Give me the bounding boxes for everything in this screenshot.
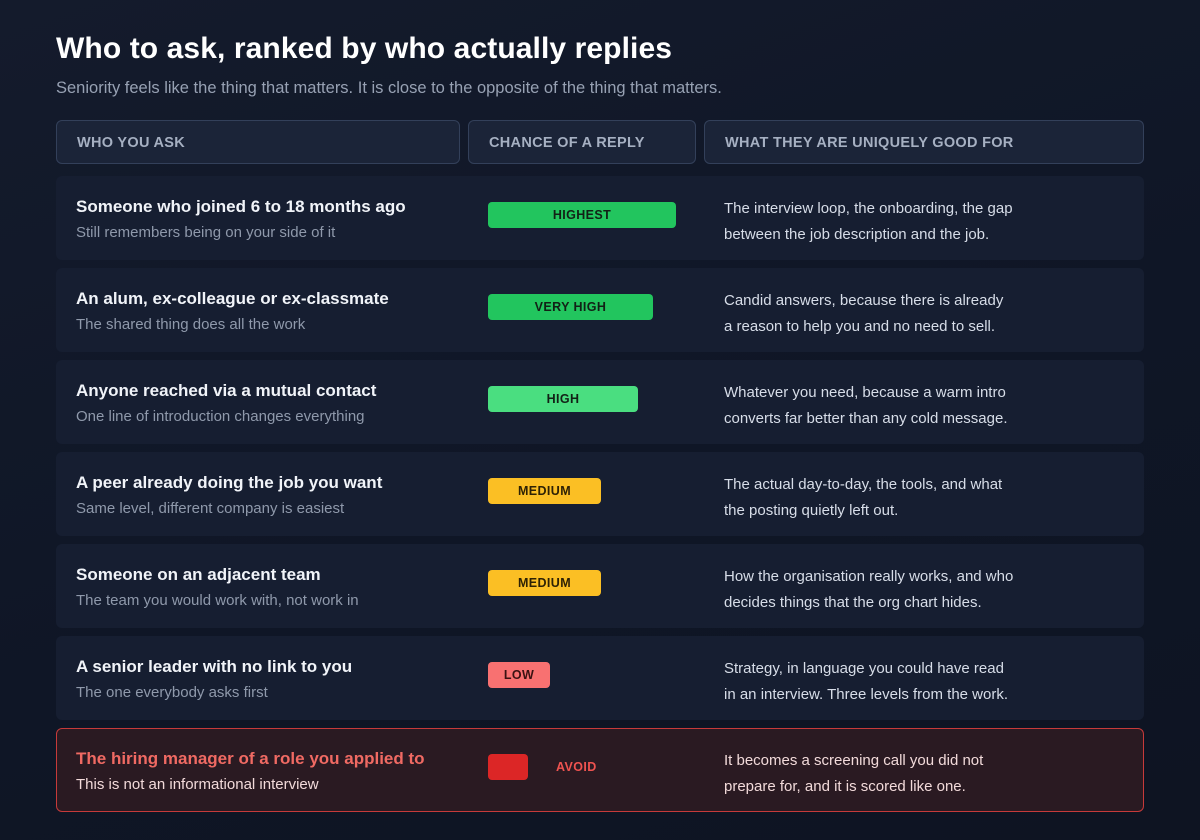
table-row[interactable]: A senior leader with no link to you The …	[56, 636, 1144, 720]
good-for-text: The actual day-to-day, the tools, and wh…	[724, 476, 1003, 519]
column-header-who[interactable]: WHO YOU ASK	[56, 120, 460, 164]
row-subtitle: One line of introduction changes everyth…	[76, 408, 365, 425]
table-row-avoid[interactable]: The hiring manager of a role you applied…	[56, 728, 1144, 812]
row-title: Someone on an adjacent team	[76, 565, 321, 584]
row-title: Someone who joined 6 to 18 months ago	[76, 197, 406, 216]
table-row[interactable]: Someone on an adjacent team The team you…	[56, 544, 1144, 628]
good-for-text: How the organisation really works, and w…	[724, 568, 1014, 611]
row-title: An alum, ex-colleague or ex-classmate	[76, 289, 389, 308]
avoid-badge	[488, 754, 528, 780]
table-row[interactable]: Someone who joined 6 to 18 months ago St…	[56, 176, 1144, 260]
good-for-text: Candid answers, because there is already…	[724, 292, 1004, 335]
row-subtitle: This is not an informational interview	[76, 776, 319, 793]
chance-badge: MEDIUM	[488, 570, 601, 596]
table-header: WHO YOU ASK CHANCE OF A REPLY WHAT THEY …	[56, 120, 1144, 164]
page-title: Who to ask, ranked by who actually repli…	[56, 32, 673, 65]
chance-badge: HIGH	[488, 386, 638, 412]
row-subtitle: Still remembers being on your side of it	[76, 224, 336, 241]
good-for-text: It becomes a screening call you did not p…	[724, 752, 984, 795]
row-subtitle: The team you would work with, not work i…	[76, 592, 359, 609]
table-row[interactable]: An alum, ex-colleague or ex-classmate Th…	[56, 268, 1144, 352]
chance-badge: VERY HIGH	[488, 294, 653, 320]
row-subtitle: The shared thing does all the work	[76, 316, 306, 333]
chance-badge: MEDIUM	[488, 478, 601, 504]
row-subtitle: The one everybody asks first	[76, 684, 268, 701]
avoid-label: AVOID	[556, 760, 597, 774]
good-for-text: Strategy, in language you could have rea…	[724, 660, 1009, 703]
good-for-text: The interview loop, the onboarding, the …	[724, 200, 1013, 243]
row-title: A senior leader with no link to you	[76, 657, 353, 676]
chance-badge: LOW	[488, 662, 550, 688]
column-header-good-for[interactable]: WHAT THEY ARE UNIQUELY GOOD FOR	[704, 120, 1144, 164]
column-header-chance[interactable]: CHANCE OF A REPLY	[468, 120, 696, 164]
good-for-text: Whatever you need, because a warm intro c…	[724, 384, 1008, 427]
row-title: The hiring manager of a role you applied…	[76, 749, 425, 768]
chance-badge: HIGHEST	[488, 202, 676, 228]
table-row[interactable]: Anyone reached via a mutual contact One …	[56, 360, 1144, 444]
row-title: A peer already doing the job you want	[76, 473, 383, 492]
table-row[interactable]: A peer already doing the job you want Sa…	[56, 452, 1144, 536]
row-subtitle: Same level, different company is easiest	[76, 500, 345, 517]
page-subtitle: Seniority feels like the thing that matt…	[56, 79, 722, 97]
row-title: Anyone reached via a mutual contact	[76, 381, 377, 400]
